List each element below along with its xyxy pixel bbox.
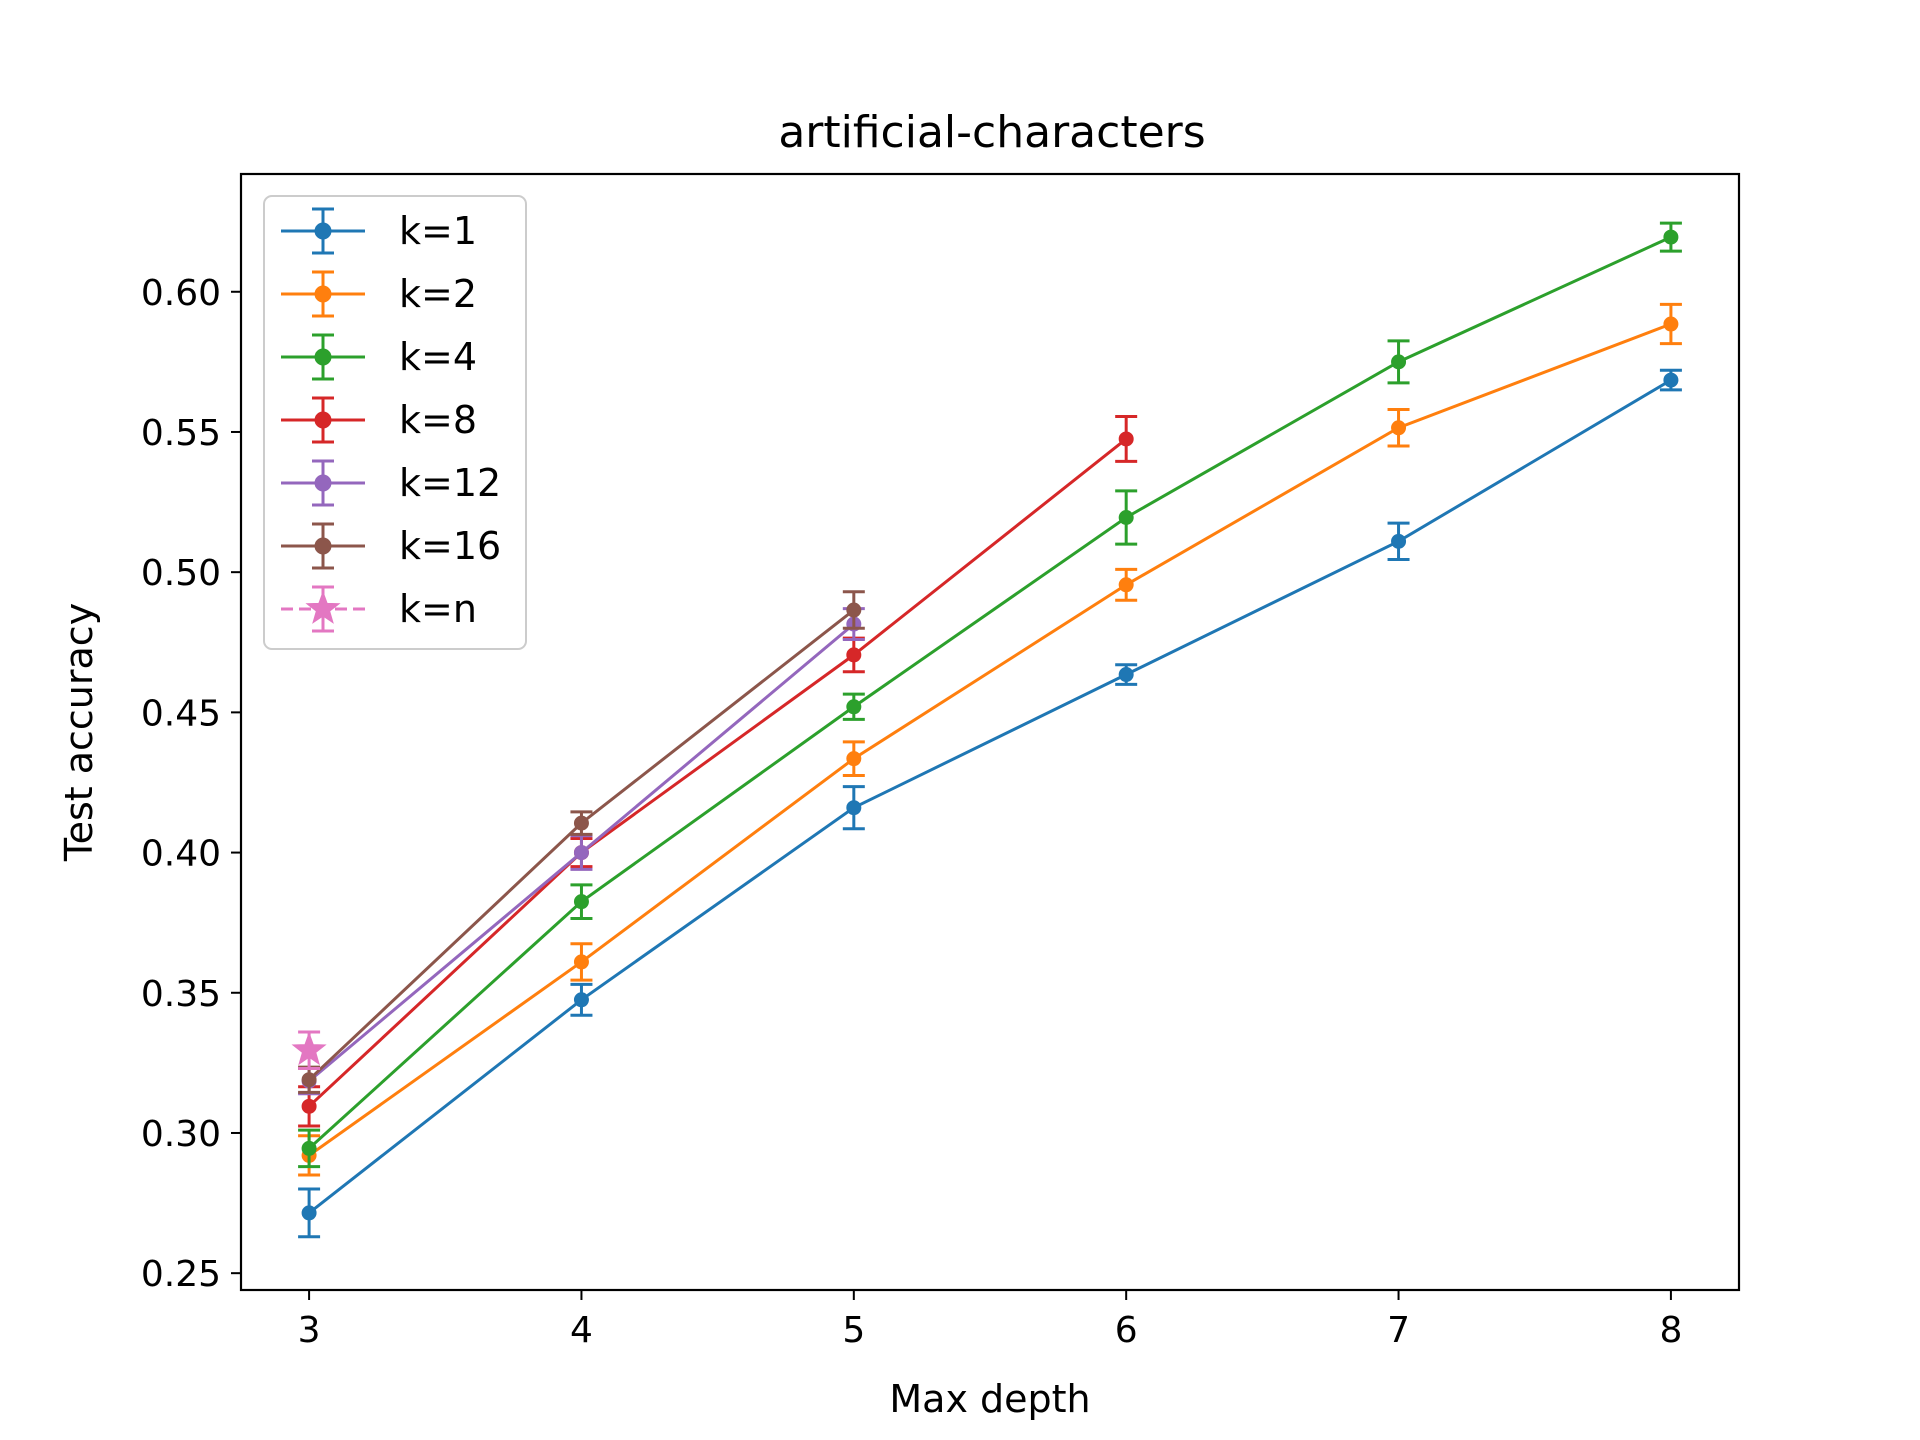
legend-label: k=12 [399,461,501,505]
legend-label: k=16 [399,524,501,568]
series-marker [1391,354,1407,370]
series-marker [846,602,862,618]
legend-entry: k=n [281,585,477,633]
series-marker [1118,431,1134,447]
series-marker [1118,577,1134,593]
legend-label: k=1 [399,209,477,253]
series-marker [314,411,332,429]
x-tick-label: 8 [1659,1310,1682,1351]
x-tick-label: 6 [1115,1310,1138,1351]
series-k-1 [298,368,1682,1239]
legend-entry: k=4 [281,333,477,381]
series-marker [846,751,862,767]
series-marker [301,1140,317,1156]
series-marker [1391,420,1407,436]
series-marker [314,537,332,555]
plot-area [291,221,1682,1239]
series-marker [314,222,332,240]
y-tick-label: 0.55 [141,413,221,454]
series-marker [846,800,862,816]
series-marker [573,894,589,910]
series-k-4 [298,221,1682,1169]
series-marker [573,992,589,1008]
legend-label: k=8 [399,398,477,442]
axes: 3 4 5 6 7 8 0.25 0.30 0.35 0.40 0.45 0.50 0.55 0.60 [141,273,1683,1351]
series-marker [305,590,341,624]
legend-label: k=2 [399,272,477,316]
series-line [308,378,1672,1215]
y-tick-label: 0.25 [141,1254,221,1295]
series-marker [573,954,589,970]
series-marker [291,1031,327,1066]
series-k-8 [298,415,1138,1128]
series-k-16 [298,590,865,1094]
series-marker [573,815,589,831]
series-line [308,322,1672,1157]
x-axis-label: Max depth [889,1377,1090,1421]
y-tick-label: 0.60 [141,273,221,314]
series-marker [1663,229,1679,245]
x-tick-label: 7 [1387,1310,1410,1351]
legend: k=1 k=2 k=4 k=8 k=12 k=16 k=n [263,195,527,650]
series-marker [301,1072,317,1088]
series-marker [1391,533,1407,549]
series-marker [1118,509,1134,525]
series-k-n [291,1030,327,1070]
legend-entry: k=1 [281,207,477,255]
legend-label: k=4 [399,335,477,379]
legend-entry: k=2 [281,270,477,318]
series-marker [301,1098,317,1114]
axes-frame [239,172,1741,1292]
y-tick-label: 0.30 [141,1114,221,1155]
y-axis-label: Test accuracy [57,603,101,862]
series-marker [314,285,332,303]
series-marker [1663,316,1679,332]
y-tick-label: 0.50 [141,553,221,594]
legend-entry: k=16 [281,522,501,570]
series-line [308,437,1128,1108]
series-marker [1663,372,1679,388]
legend-entry: k=12 [281,459,501,507]
legend-label: k=n [399,587,477,631]
y-tick-label: 0.35 [141,974,221,1015]
legend-entry: k=8 [281,396,477,444]
chart-title: artificial-characters [778,107,1205,158]
series-marker [314,474,332,492]
y-tick-label: 0.40 [141,834,221,875]
series-marker [1118,667,1134,683]
series-marker [314,348,332,366]
series-line [308,235,1672,1150]
series-marker [301,1205,317,1221]
series-marker [573,845,589,861]
x-tick-label: 5 [842,1310,865,1351]
x-tick-label: 3 [298,1310,321,1351]
y-tick-label: 0.45 [141,693,221,734]
series-marker [846,699,862,715]
x-tick-label: 4 [570,1310,593,1351]
legend-box [263,195,527,650]
series-marker [846,647,862,663]
